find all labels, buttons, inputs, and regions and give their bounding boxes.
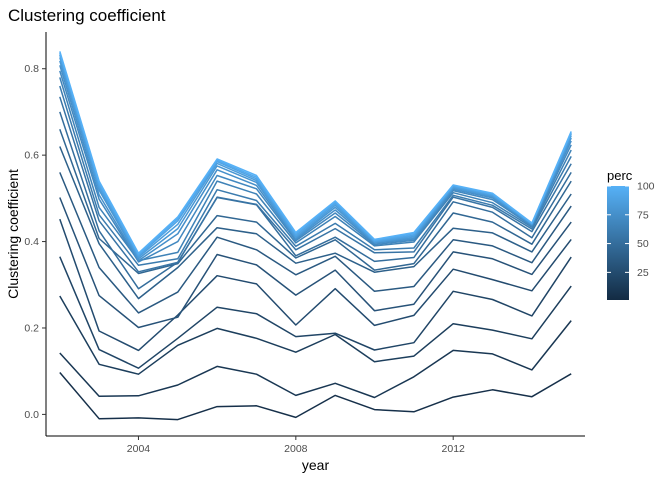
series-line-perc-70 <box>59 70 572 263</box>
series-line-perc-60 <box>59 85 572 267</box>
legend-ticks: 25 50 75 100 <box>607 181 655 279</box>
x-tick-label: 2012 <box>442 443 466 455</box>
y-axis-ticks: 0.0 0.2 0.4 0.6 0.8 <box>24 63 46 421</box>
series-line-perc-30 <box>59 197 572 329</box>
series-line-perc-5 <box>59 372 572 421</box>
legend-tick-label: 50 <box>637 238 649 250</box>
series-line-perc-50 <box>59 111 572 290</box>
x-axis-title: year <box>302 457 330 473</box>
series-line-perc-35 <box>59 172 572 314</box>
y-tick-label: 0.2 <box>24 322 39 334</box>
series-layer <box>59 51 572 421</box>
series-line-perc-15 <box>59 285 572 375</box>
plot-area: 2004 2008 2012 0.0 0.2 0.4 0.6 0.8 <box>24 32 585 455</box>
series-line-perc-75 <box>59 65 572 262</box>
y-tick-label: 0.6 <box>24 150 39 162</box>
series-line-perc-85 <box>59 57 572 258</box>
legend-title: perc <box>607 168 633 183</box>
chart-title: Clustering coefficient <box>8 6 166 25</box>
series-line-perc-45 <box>59 128 572 275</box>
series-line-perc-80 <box>59 60 572 260</box>
legend: perc 25 50 75 100 <box>607 168 655 300</box>
legend-tick-label: 100 <box>637 181 655 193</box>
x-axis-ticks: 2004 2008 2012 <box>127 436 465 455</box>
y-axis-title: Clustering coefficient <box>5 169 21 299</box>
series-line-perc-10 <box>59 320 572 399</box>
y-tick-label: 0.0 <box>24 409 39 421</box>
legend-tick-label: 75 <box>637 209 649 221</box>
series-line-perc-55 <box>59 96 572 273</box>
series-line-perc-90 <box>59 54 572 257</box>
series-line-perc-25 <box>59 218 572 352</box>
series-line-perc-40 <box>59 146 572 300</box>
series-line-perc-20 <box>59 256 572 369</box>
legend-tick-label: 25 <box>637 267 649 279</box>
x-tick-label: 2008 <box>284 443 308 455</box>
y-tick-label: 0.8 <box>24 63 39 75</box>
legend-colorbar <box>607 186 629 300</box>
y-tick-label: 0.4 <box>24 236 39 248</box>
series-line-perc-100 <box>59 51 572 254</box>
x-tick-label: 2004 <box>127 443 151 455</box>
